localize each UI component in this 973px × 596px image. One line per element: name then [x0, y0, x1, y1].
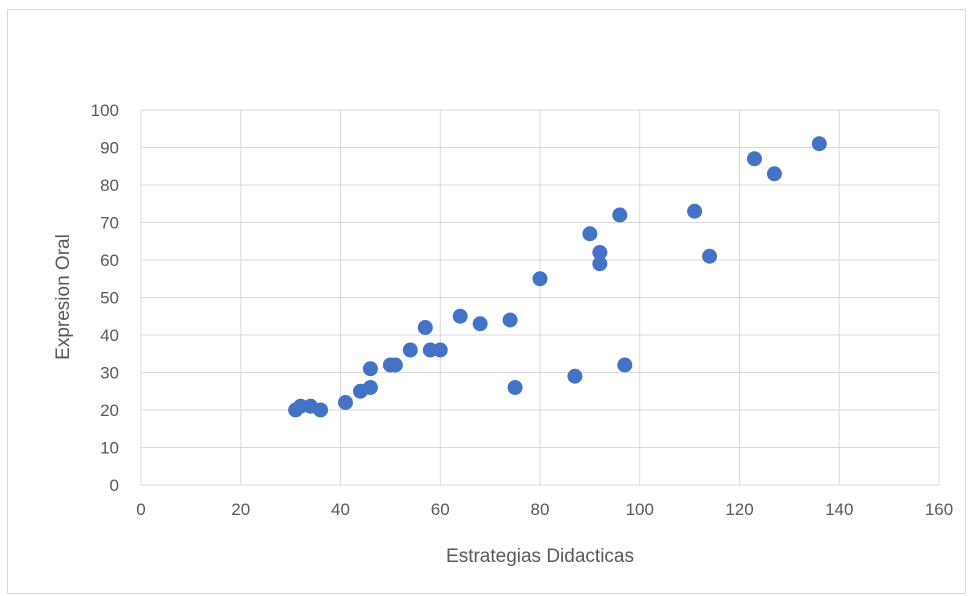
x-tick-label: 20: [231, 500, 250, 519]
data-point: [417, 320, 433, 335]
x-tick-label: 140: [825, 500, 853, 519]
x-tick-label: 80: [531, 500, 550, 519]
y-tick-label: 90: [100, 139, 119, 158]
y-tick-label: 80: [100, 176, 119, 195]
data-point: [387, 357, 403, 373]
x-axis-title: Estrategias Didacticas: [446, 546, 634, 567]
data-point: [362, 380, 378, 395]
data-point: [702, 248, 718, 264]
data-point: [313, 402, 329, 418]
y-tick-label: 70: [100, 214, 119, 233]
data-point: [567, 368, 583, 384]
data-point: [402, 342, 418, 358]
data-point: [811, 136, 827, 152]
data-point: [582, 226, 598, 242]
data-point: [472, 316, 488, 332]
data-point: [592, 256, 608, 272]
data-point: [432, 342, 448, 358]
x-tick-label: 0: [136, 500, 145, 519]
data-point: [746, 151, 762, 167]
y-tick-label: 50: [100, 289, 119, 308]
x-tick-label: 40: [331, 500, 350, 519]
y-tick-label: 100: [91, 101, 119, 120]
data-point: [612, 207, 628, 223]
gridlines: [140, 109, 940, 486]
data-point: [362, 361, 378, 377]
x-tick-label: 160: [925, 500, 953, 519]
y-tick-label: 10: [100, 439, 119, 458]
chart-area: [7, 9, 966, 594]
data-points: [288, 136, 827, 418]
data-point: [592, 245, 608, 260]
x-tick-label: 60: [431, 500, 450, 519]
y-tick-label: 0: [110, 476, 119, 495]
data-point: [507, 380, 523, 395]
data-point: [452, 308, 468, 324]
x-tick-label: 100: [626, 500, 654, 519]
data-point: [532, 271, 548, 287]
x-tick-label: 120: [725, 500, 753, 519]
x-axis-ticks: 0 20 40 60 80 100 120 140 160: [136, 500, 953, 519]
data-point: [617, 357, 633, 373]
y-tick-label: 40: [100, 326, 119, 345]
y-tick-label: 60: [100, 251, 119, 270]
y-axis-ticks: 0 10 20 30 40 50 60 70 80 90 100: [91, 101, 119, 495]
y-tick-label: 20: [100, 401, 119, 420]
data-point: [687, 203, 703, 219]
data-point: [766, 166, 782, 182]
y-tick-label: 30: [100, 364, 119, 383]
y-axis-title: Expresion Oral: [53, 234, 74, 360]
data-point: [502, 312, 518, 328]
data-point: [337, 395, 353, 410]
